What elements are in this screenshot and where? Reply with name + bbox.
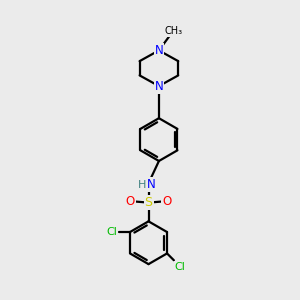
Text: O: O <box>162 195 172 208</box>
Text: CH₃: CH₃ <box>165 26 183 36</box>
Text: S: S <box>145 196 152 209</box>
Text: N: N <box>154 80 163 93</box>
Text: N: N <box>147 178 156 191</box>
Text: O: O <box>125 195 135 208</box>
Text: Cl: Cl <box>107 227 118 237</box>
Text: N: N <box>154 44 163 57</box>
Text: Cl: Cl <box>174 262 185 272</box>
Text: H: H <box>138 180 146 190</box>
